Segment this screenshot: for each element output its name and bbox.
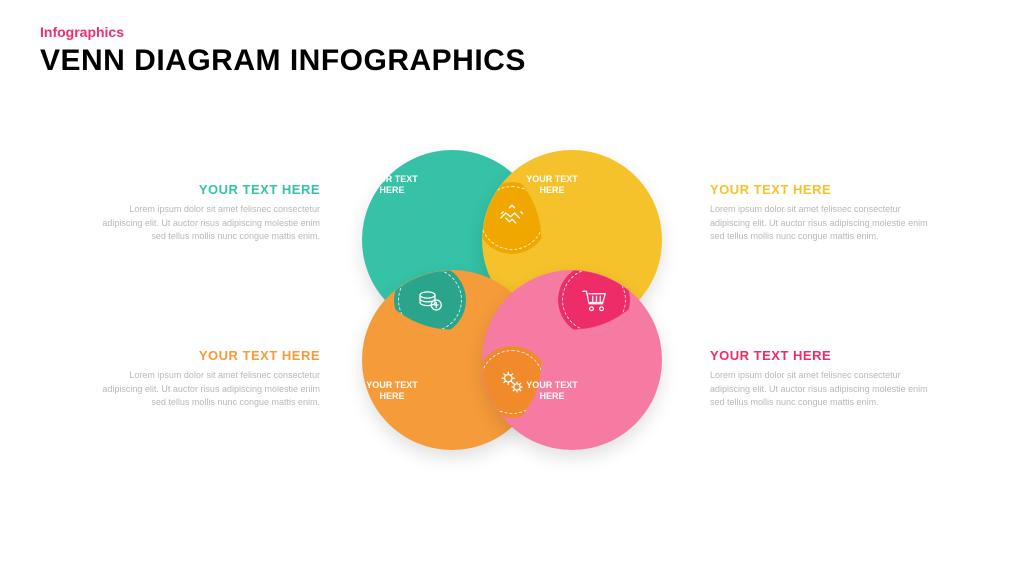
annotation-heading: YOUR TEXT HERE [90, 182, 320, 197]
supertitle: Infographics [40, 24, 124, 40]
annotation-body: Lorem ipsum dolor sit amet felisnec cons… [710, 369, 940, 410]
venn-label-yellow: YOUR TEXT HERE [512, 174, 592, 197]
annotation-top-right: YOUR TEXT HERE Lorem ipsum dolor sit ame… [710, 182, 940, 244]
venn-overlap-right [558, 264, 630, 336]
annotation-body: Lorem ipsum dolor sit amet felisnec cons… [90, 203, 320, 244]
handshake-icon [497, 203, 527, 233]
page-title: VENN DIAGRAM INFOGRAPHICS [40, 44, 526, 78]
slide: Infographics VENN DIAGRAM INFOGRAPHICS Y… [0, 0, 1024, 576]
venn-label-teal: YOUR TEXT HERE [352, 174, 432, 197]
annotation-top-left: YOUR TEXT HERE Lorem ipsum dolor sit ame… [90, 182, 320, 244]
annotation-bottom-left: YOUR TEXT HERE Lorem ipsum dolor sit ame… [90, 348, 320, 410]
venn-overlap-left [394, 264, 466, 336]
annotation-heading: YOUR TEXT HERE [90, 348, 320, 363]
venn-label-pink: YOUR TEXT HERE [512, 380, 592, 403]
annotation-heading: YOUR TEXT HERE [710, 348, 940, 363]
annotation-body: Lorem ipsum dolor sit amet felisnec cons… [90, 369, 320, 410]
venn-diagram: YOUR TEXT HERE YOUR TEXT HERE YOUR TEXT … [352, 140, 672, 460]
annotation-bottom-right: YOUR TEXT HERE Lorem ipsum dolor sit ame… [710, 348, 940, 410]
cart-icon [579, 285, 609, 315]
venn-label-orange: YOUR TEXT HERE [352, 380, 432, 403]
annotation-heading: YOUR TEXT HERE [710, 182, 940, 197]
coins-icon [415, 285, 445, 315]
annotation-body: Lorem ipsum dolor sit amet felisnec cons… [710, 203, 940, 244]
